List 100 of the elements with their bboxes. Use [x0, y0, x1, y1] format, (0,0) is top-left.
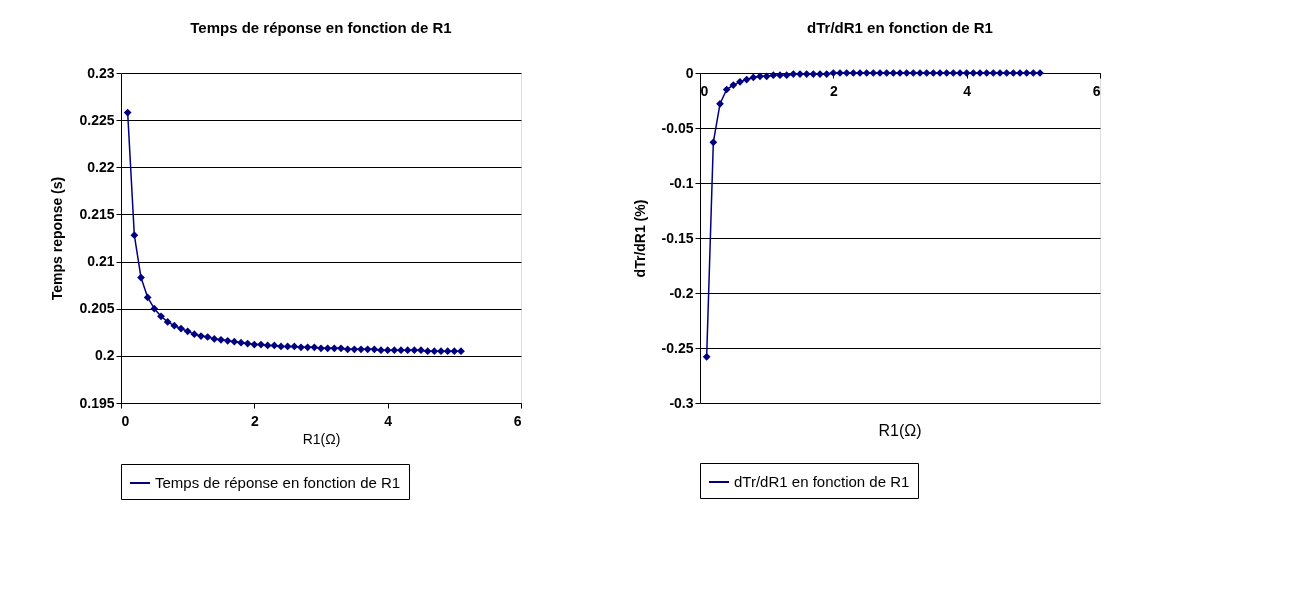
point	[417, 346, 425, 355]
point	[277, 342, 285, 351]
point	[350, 345, 359, 354]
point	[829, 69, 838, 77]
point	[397, 346, 405, 355]
point	[217, 335, 225, 344]
point	[170, 321, 179, 330]
point	[383, 346, 392, 355]
point	[130, 231, 139, 240]
point	[1029, 69, 1038, 77]
point	[250, 340, 259, 349]
y-tick-label: 0.195	[79, 394, 115, 411]
point	[842, 69, 851, 77]
point	[257, 340, 265, 349]
point	[929, 69, 938, 77]
point	[809, 70, 818, 78]
point	[742, 75, 751, 84]
point	[849, 69, 858, 77]
y-tick-label: -0.1	[669, 174, 694, 191]
point	[317, 344, 325, 353]
point	[869, 69, 878, 77]
point	[430, 347, 439, 356]
point	[822, 70, 831, 78]
point	[310, 343, 319, 352]
point	[962, 69, 971, 77]
point	[363, 345, 372, 354]
x-tick-label: 4	[963, 82, 972, 99]
point	[357, 345, 365, 354]
point	[969, 69, 978, 77]
y-axis-title: Temps reponse (s)	[49, 176, 66, 301]
point	[989, 69, 998, 77]
point	[203, 333, 212, 341]
point	[1022, 69, 1031, 77]
x-tick-label: 6	[513, 412, 522, 429]
point	[942, 69, 951, 77]
point	[323, 344, 332, 353]
point	[223, 336, 232, 345]
point	[749, 73, 758, 82]
point	[137, 273, 145, 282]
point	[450, 347, 459, 356]
point	[702, 352, 711, 361]
point	[756, 72, 764, 81]
y-tick-label: -0.05	[661, 119, 694, 136]
point	[303, 343, 312, 352]
y-tick-label: 0.215	[79, 205, 115, 222]
x-axis-title: R1(Ω)	[302, 430, 341, 447]
y-tick-label: 0.21	[87, 253, 115, 270]
point	[123, 108, 132, 117]
point	[163, 318, 172, 326]
point	[736, 77, 744, 86]
y-tick-label: -0.2	[669, 284, 694, 301]
point	[403, 346, 412, 355]
point	[330, 344, 339, 353]
point	[410, 346, 419, 355]
point	[297, 343, 305, 352]
point	[270, 341, 279, 350]
point	[776, 71, 784, 80]
y-axis-title: dTr/dR1 (%)	[631, 199, 648, 278]
point	[377, 346, 385, 355]
point	[1002, 69, 1011, 77]
point	[290, 342, 299, 351]
point	[190, 330, 199, 339]
point	[157, 312, 165, 321]
point	[390, 346, 399, 355]
x-tick-label: 6	[1092, 82, 1101, 99]
point	[437, 347, 445, 356]
point	[230, 337, 239, 346]
point	[902, 69, 911, 77]
point	[762, 72, 771, 81]
point	[150, 304, 159, 313]
y-tick-label: 0.225	[79, 111, 115, 128]
point	[343, 345, 352, 354]
x-tick-label: 2	[250, 412, 259, 429]
chart-title: Temps de réponse en fonction de R1	[190, 19, 452, 36]
point	[423, 347, 432, 356]
point	[183, 327, 192, 336]
point	[862, 69, 871, 77]
point	[337, 344, 345, 353]
y-tick-label: 0.2	[95, 347, 115, 364]
x-tick-label: 2	[829, 82, 838, 99]
point	[922, 69, 931, 77]
legend-label: dTr/dR1 en fonction de R1	[734, 473, 910, 490]
point	[722, 85, 731, 94]
y-tick-label: -0.15	[661, 229, 694, 246]
point	[177, 324, 185, 333]
y-tick-label: -0.3	[669, 394, 694, 411]
point	[716, 99, 724, 108]
point	[370, 345, 379, 354]
point	[237, 338, 245, 347]
point	[769, 71, 778, 80]
point	[210, 335, 219, 343]
point	[729, 81, 738, 89]
y-tick-label: 0	[685, 64, 694, 81]
legend-label: Temps de réponse en fonction de R1	[155, 474, 401, 491]
point	[802, 70, 811, 78]
x-tick-label: 0	[700, 82, 709, 99]
y-tick-label: -0.25	[661, 339, 694, 356]
point	[263, 341, 272, 350]
point	[782, 71, 791, 80]
point	[443, 347, 452, 356]
